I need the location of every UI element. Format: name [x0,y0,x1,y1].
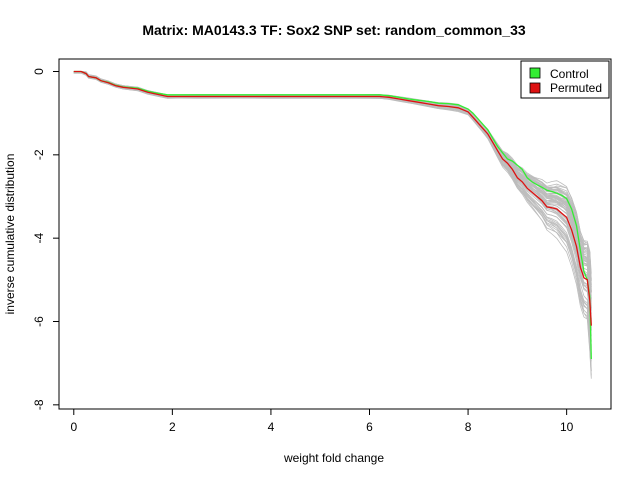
y-tick-label: 0 [32,68,46,75]
x-tick-label: 2 [169,420,176,434]
plot-frame [58,58,612,410]
series-line-permuted [73,70,592,326]
x-tick-label: 10 [560,420,574,434]
background-line [73,72,592,372]
background-line [73,71,592,337]
background-line [73,71,592,348]
background-line [73,71,592,300]
background-line [73,72,592,350]
background-line [73,71,592,341]
background-line [73,71,592,299]
background-line [73,71,592,299]
background-permutation-lines [73,71,592,379]
background-line [73,71,592,311]
background-line [73,71,592,316]
background-line [73,72,592,351]
legend-entry-control: Control [550,67,589,81]
background-line [73,71,592,331]
legend-swatch-permuted [529,82,541,94]
background-line [73,71,592,309]
legend: Control Permuted [520,60,610,99]
background-line [73,71,592,320]
background-line [73,71,592,324]
background-line [73,72,592,377]
background-line [73,71,592,315]
background-line [73,71,592,321]
y-tick-label: -6 [32,316,46,327]
background-line [73,71,592,328]
background-line [73,71,592,320]
background-line [73,71,592,309]
series-line-control [73,70,592,360]
x-tick-label: 8 [465,420,472,434]
background-line [73,72,592,375]
legend-swatch-control [529,67,541,79]
background-line [73,71,592,305]
legend-entry-permuted: Permuted [550,81,602,95]
x-tick-label: 0 [70,420,77,434]
background-line [73,71,592,326]
background-line [73,72,592,360]
background-line [73,72,592,379]
background-line [73,71,592,309]
series-lines [73,70,592,360]
background-line [73,72,592,362]
background-line [73,72,592,372]
y-tick-label: -8 [32,399,46,410]
y-axis: 0 -2 -4 -6 -8 [32,68,60,410]
background-line [73,71,592,311]
background-line [73,71,592,311]
background-line [73,72,592,346]
x-axis: 0 2 4 6 8 10 [70,408,574,434]
background-line [73,71,592,296]
y-tick-label: -2 [32,149,46,160]
background-line [73,72,592,355]
chart-title: Matrix: MA0143.3 TF: Sox2 SNP set: rando… [142,22,526,38]
background-line [73,71,592,323]
background-line [73,71,592,322]
background-line [73,71,592,342]
y-axis-label: inverse cumulative distribution [3,154,17,315]
background-line [73,71,592,331]
y-tick-label: -4 [32,233,46,244]
x-tick-label: 4 [268,420,275,434]
background-line [73,71,592,302]
background-line [73,71,592,304]
x-axis-label: weight fold change [283,451,384,465]
background-line [73,71,592,309]
background-line [73,71,592,307]
x-tick-label: 6 [366,420,373,434]
